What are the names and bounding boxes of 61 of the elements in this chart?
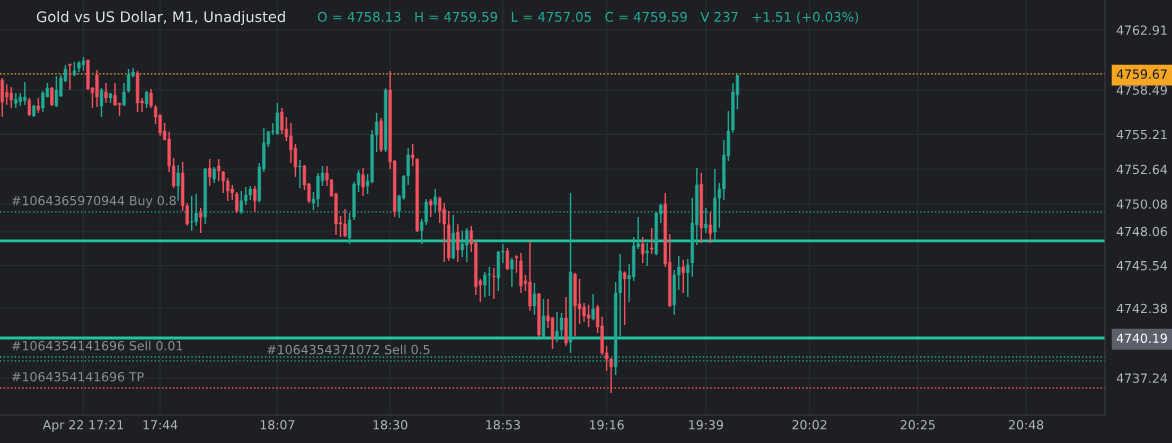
x-tick-label: 20:25 bbox=[900, 420, 935, 430]
candlestick bbox=[708, 211, 712, 244]
candlestick bbox=[176, 164, 180, 202]
candlestick bbox=[208, 158, 212, 187]
candlestick bbox=[361, 167, 365, 197]
y-tick-label: 4737.24 bbox=[1116, 373, 1168, 383]
candlestick bbox=[41, 90, 45, 113]
candlestick bbox=[559, 312, 564, 338]
x-tick-label: Apr 22 17:21 bbox=[42, 420, 124, 432]
candlestick bbox=[27, 97, 31, 117]
candlestick bbox=[456, 223, 460, 263]
x-tick-label: 20:48 bbox=[1008, 420, 1044, 430]
candlestick bbox=[510, 257, 514, 288]
ref-line-label: #1064354371072 Sell 0.5 bbox=[267, 344, 430, 355]
ref-line-label: #1064354141696 Sell 0.01 bbox=[12, 340, 183, 351]
candlestick bbox=[645, 242, 649, 267]
candlestick bbox=[487, 266, 491, 297]
candlestick bbox=[641, 236, 645, 264]
candlestick bbox=[681, 259, 685, 294]
candlestick bbox=[217, 158, 221, 182]
ref-line-label: #1064365970944 Buy 0.8 bbox=[12, 195, 176, 208]
y-tick-label: 4742.38 bbox=[1116, 303, 1167, 314]
candlestick bbox=[275, 102, 280, 136]
candlestick bbox=[532, 282, 537, 316]
x-tick-label: 20:02 bbox=[792, 420, 827, 430]
candlestick bbox=[438, 196, 442, 224]
candlestick bbox=[68, 63, 72, 91]
y-tick-label: 4740.19 bbox=[1116, 333, 1167, 343]
candlestick bbox=[54, 75, 59, 108]
candlestick bbox=[541, 298, 546, 339]
x-tick-label: 19:16 bbox=[589, 420, 624, 430]
candlestick bbox=[586, 304, 591, 328]
y-tick-label: 4752.64 bbox=[1116, 164, 1168, 175]
candlestick bbox=[280, 107, 284, 135]
candlestick bbox=[343, 208, 347, 238]
candlestick bbox=[298, 159, 302, 189]
x-tick-label: 18:07 bbox=[260, 420, 295, 430]
y-tick-label: 4745.54 bbox=[1116, 261, 1168, 271]
text: Gold vs US Dollar, M1, Unadjusted bbox=[36, 10, 285, 26]
y-tick-label: 4755.21 bbox=[1116, 129, 1167, 140]
x-tick-label: 18:53 bbox=[486, 420, 520, 430]
candlestick bbox=[650, 227, 654, 255]
x-tick-label: 17:44 bbox=[143, 420, 178, 430]
y-tick-label: 4750.08 bbox=[1116, 199, 1167, 209]
candlestick bbox=[199, 207, 203, 234]
candlestick bbox=[483, 271, 487, 298]
x-tick-label: 18:30 bbox=[373, 420, 408, 430]
x-tick-label: 19:39 bbox=[689, 420, 723, 430]
y-tick-label: 4758.49 bbox=[1116, 85, 1167, 95]
text: O = 4758.13 H = 4759.59 L = 4757.05 C = 4759.59 V 237 +1.51 (+0.03%) bbox=[317, 11, 859, 24]
candlestick bbox=[591, 293, 595, 321]
y-tick-label: 4759.67 bbox=[1116, 69, 1167, 79]
ref-line-label: #1064354141696 TP bbox=[12, 371, 144, 382]
candlestick bbox=[104, 82, 108, 104]
y-tick-label: 4762.91 bbox=[1116, 25, 1167, 35]
candlestick bbox=[253, 185, 257, 213]
candlestick bbox=[623, 270, 627, 326]
y-tick-label: 4748.06 bbox=[1116, 226, 1168, 237]
candlestick bbox=[9, 86, 13, 109]
candlestick bbox=[99, 87, 104, 118]
candlestick bbox=[492, 267, 496, 300]
